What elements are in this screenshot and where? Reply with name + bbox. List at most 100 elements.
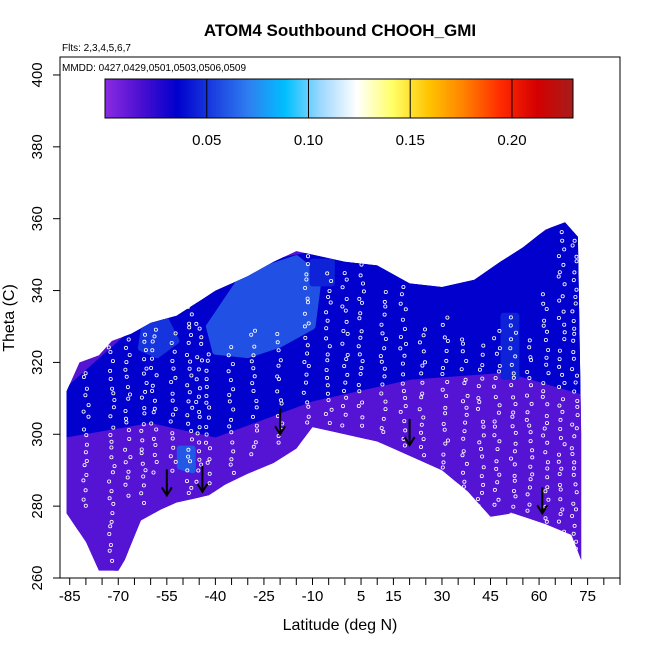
y-tick-label: 320 xyxy=(29,350,46,375)
x-tick-label: 5 xyxy=(357,588,365,605)
observation-point xyxy=(325,358,330,363)
observation-point xyxy=(574,539,579,544)
observation-point xyxy=(186,399,191,404)
observation-point xyxy=(197,440,202,445)
observation-point xyxy=(382,374,387,379)
observation-point xyxy=(142,406,147,411)
observation-point xyxy=(204,432,209,437)
observation-point xyxy=(325,352,330,357)
observation-point xyxy=(379,359,384,364)
observation-point xyxy=(150,388,155,393)
observation-profile xyxy=(459,337,470,489)
observation-point xyxy=(324,310,329,315)
observation-point xyxy=(170,431,175,436)
observation-point xyxy=(557,452,562,457)
observation-point xyxy=(152,334,157,339)
observation-point xyxy=(443,405,448,410)
observation-point xyxy=(254,405,259,410)
observation-point xyxy=(249,332,254,337)
observation-point xyxy=(497,346,502,351)
observation-point xyxy=(510,424,515,429)
observation-point xyxy=(111,425,116,430)
observation-point xyxy=(478,446,483,451)
observation-point xyxy=(398,301,403,306)
observation-point xyxy=(173,375,178,380)
observation-point xyxy=(562,322,567,327)
observation-point xyxy=(343,412,348,417)
observation-point xyxy=(527,502,532,507)
observation-point xyxy=(126,396,131,401)
observation-point xyxy=(123,408,128,413)
observation-point xyxy=(557,482,562,487)
observation-point xyxy=(204,400,209,405)
observation-point xyxy=(545,475,550,480)
observation-point xyxy=(560,409,565,414)
observation-point xyxy=(168,419,173,424)
observation-point xyxy=(556,274,561,279)
observation-point xyxy=(230,440,235,445)
observation-profile xyxy=(106,345,117,563)
observation-point xyxy=(152,398,157,403)
observation-point xyxy=(226,353,231,358)
observation-point xyxy=(126,428,131,433)
observation-point xyxy=(306,404,311,409)
tropopause-arrows xyxy=(160,408,549,516)
observation-point xyxy=(441,452,446,457)
observation-point xyxy=(207,446,212,451)
y-tick-label: 400 xyxy=(29,62,46,87)
observation-point xyxy=(231,449,236,454)
observation-point xyxy=(570,514,575,519)
observation-point xyxy=(112,397,117,402)
observation-point xyxy=(82,427,87,432)
observation-point xyxy=(82,463,87,468)
observation-point xyxy=(525,410,530,415)
observation-point xyxy=(83,393,88,398)
observation-point xyxy=(464,461,469,466)
observation-point xyxy=(111,405,116,410)
observation-point xyxy=(84,433,89,438)
observation-point xyxy=(187,321,192,326)
observation-point xyxy=(187,390,192,395)
observation-point xyxy=(403,404,408,409)
observation-point xyxy=(544,355,549,360)
observation-point xyxy=(254,428,259,433)
observation-point xyxy=(530,472,535,477)
observation-point xyxy=(476,396,481,401)
observation-point xyxy=(545,466,550,471)
observation-point xyxy=(186,421,191,426)
observation-point xyxy=(402,353,407,358)
observation-point xyxy=(560,507,565,512)
observation-point xyxy=(560,294,565,299)
observation-point xyxy=(541,323,546,328)
observation-point xyxy=(143,348,148,353)
observation-point xyxy=(324,367,329,372)
observation-profile xyxy=(149,327,159,475)
observation-point xyxy=(326,398,331,403)
colorbar-gradient xyxy=(104,78,574,119)
observation-point xyxy=(493,395,498,400)
observation-point xyxy=(344,319,349,324)
y-tick-label: 360 xyxy=(29,206,46,231)
observation-point xyxy=(476,384,481,389)
observation-point xyxy=(361,289,366,294)
observation-point xyxy=(508,323,513,328)
observation-point xyxy=(199,358,204,363)
observation-point xyxy=(556,459,561,464)
observation-point xyxy=(463,420,468,425)
observation-point xyxy=(357,352,362,357)
observation-point xyxy=(398,346,403,351)
observation-point xyxy=(546,497,551,502)
observation-point xyxy=(494,351,499,356)
x-axis: -85 -70 -55 -40 -25 -10 5 15 30 45 60 75 xyxy=(59,578,621,605)
observation-point xyxy=(305,300,310,305)
observation-point xyxy=(481,343,486,348)
observation-point xyxy=(460,337,465,342)
observation-point xyxy=(403,341,408,346)
observation-point xyxy=(543,337,548,342)
observation-point xyxy=(107,532,112,537)
observation-point xyxy=(278,358,283,363)
observation-point xyxy=(170,358,175,363)
observation-point xyxy=(525,393,530,398)
x-tick-label: -40 xyxy=(205,588,227,605)
observation-point xyxy=(461,484,466,489)
